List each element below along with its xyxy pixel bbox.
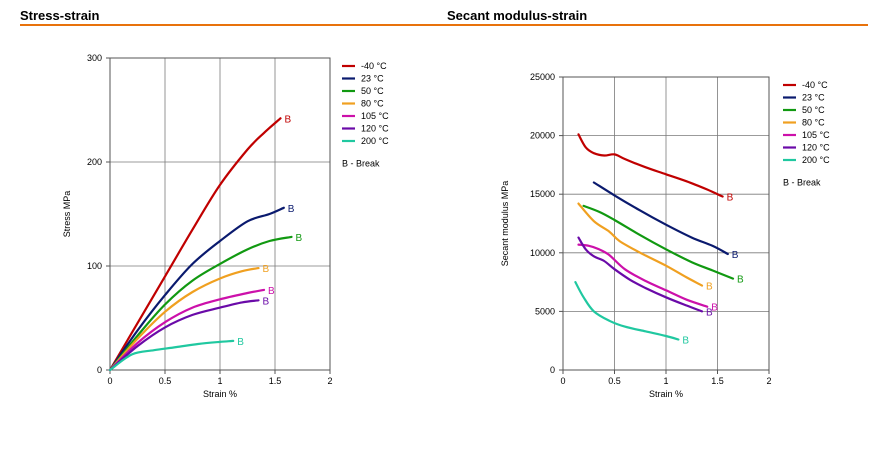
secant-y-tick-label: 20000 [530,131,555,141]
secant-series-line [582,204,735,280]
secant-y-tick-label: 10000 [530,248,555,258]
stress-break-marker: B [268,286,275,297]
secant-break-marker: B [682,336,689,347]
secant-legend-label: 80 °C [802,118,825,128]
secant-y-tick-label: 5000 [535,306,555,316]
stress-legend-label: -40 °C [361,61,387,71]
secant-break-marker: B [737,275,744,286]
stress-break-marker: B [237,337,244,348]
secant-x-tick-label: 0 [560,376,565,386]
secant-break-marker: B [711,303,718,314]
secant-legend-note: B - Break [783,178,821,188]
stress-y-tick-label: 200 [87,157,102,167]
secant-legend-label: 105 °C [802,130,830,140]
stress-legend-label: 200 °C [361,136,389,146]
secant-y-tick-label: 15000 [530,189,555,199]
secant-legend-label: -40 °C [802,80,828,90]
secant-series-line [577,133,724,198]
secant-x-tick-label: 0.5 [608,376,621,386]
secant-series-line [592,181,729,256]
stress-y-tick-label: 100 [87,261,102,271]
stress-x-tick-label: 1.5 [269,376,282,386]
secant-series-line [574,281,680,341]
stress-y-tick-label: 0 [97,365,102,375]
secant-x-tick-label: 1 [663,376,668,386]
stress-x-axis-title: Strain % [203,389,237,399]
stress-legend-note: B - Break [342,159,380,169]
secant-modulus-title: Secant modulus-strain [447,8,588,23]
secant-legend-label: 120 °C [802,143,830,153]
secant-series-line [577,236,704,313]
secant-legend-label: 200 °C [802,155,830,165]
secant-series-line [577,243,709,308]
stress-x-tick-label: 0.5 [159,376,172,386]
secant-break-marker: B [727,193,734,204]
stress-x-tick-label: 1 [217,376,222,386]
stress-series-line [108,299,260,372]
stress-break-marker: B [263,296,270,307]
secant-legend-label: 23 °C [802,93,825,103]
stress-break-marker: B [296,233,303,244]
stress-y-axis-title: Stress MPa [62,191,72,238]
stress-legend-label: 105 °C [361,111,389,121]
secant-x-tick-label: 2 [766,376,771,386]
stress-strain-title: Stress-strain [20,8,100,23]
stress-break-marker: B [263,264,270,275]
stress-series-line [108,206,285,372]
stress-x-tick-label: 2 [327,376,332,386]
title-rule [20,24,868,26]
stress-break-marker: B [285,114,292,125]
secant-y-axis-title: Secant modulus MPa [500,181,510,267]
stress-series-line [108,288,266,372]
secant-x-tick-label: 1.5 [711,376,724,386]
stress-y-tick-label: 300 [87,53,102,63]
secant-break-marker: B [706,282,713,293]
secant-break-marker: B [732,250,739,261]
stress-series-line [108,267,260,372]
stress-x-tick-label: 0 [107,376,112,386]
secant-x-axis-title: Strain % [649,389,683,399]
secant-y-tick-label: 25000 [530,72,555,82]
secant-legend-label: 50 °C [802,105,825,115]
stress-legend-label: 80 °C [361,99,384,109]
stress-legend-label: 50 °C [361,86,384,96]
secant-series-line [577,202,704,287]
stress-break-marker: B [288,204,295,215]
stress-legend-label: 120 °C [361,124,389,134]
stress-series-line [108,117,282,372]
secant-chart: 0 0.5 1 1.5 2 0 5000 10000 15000 20000 25000 Strain… [500,72,830,399]
stress-chart: 0 0.5 1 1.5 2 0 100 200 300 Strain % Stress MPa B -4… [62,53,389,399]
secant-break-marker: B [706,307,713,318]
stress-series-line [108,235,293,372]
secant-y-tick-label: 0 [550,365,555,375]
stress-legend-label: 23 °C [361,74,384,84]
stress-series-line [108,339,235,372]
